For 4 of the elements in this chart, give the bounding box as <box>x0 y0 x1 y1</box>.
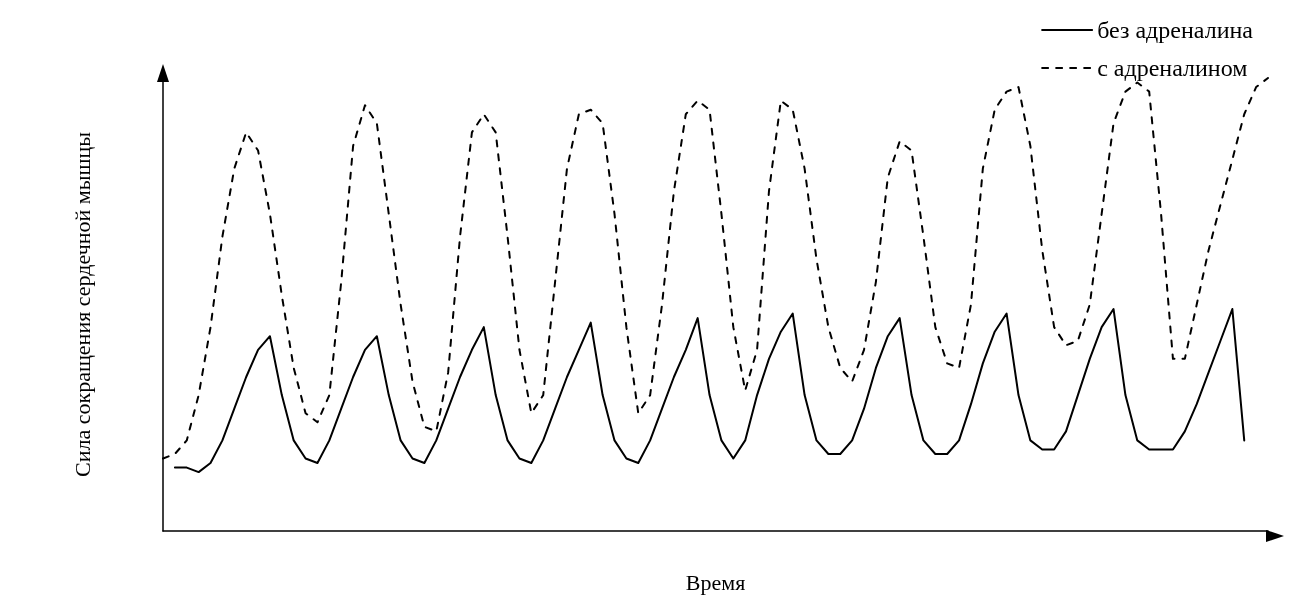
x-axis-title: Время <box>685 569 746 595</box>
y-axis-title: Сила сокращения сердечной мышцы <box>69 131 95 478</box>
legend-label: с адреналином <box>1097 55 1248 81</box>
legend-label: без адреналина <box>1097 17 1254 43</box>
